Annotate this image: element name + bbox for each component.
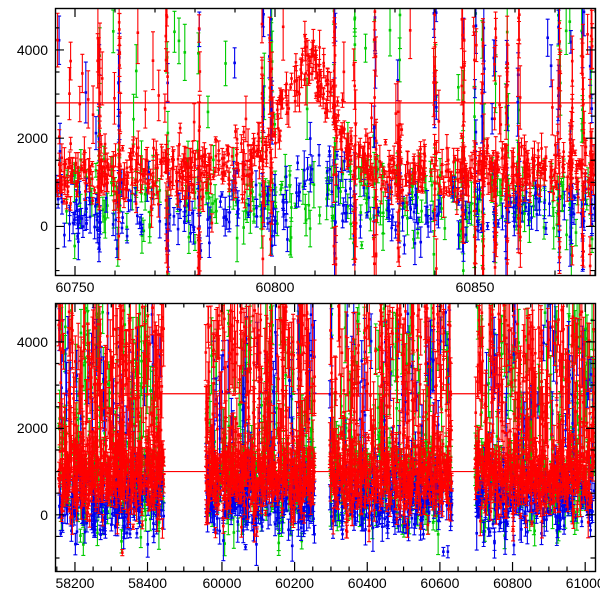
light-curves-canvas (0, 0, 600, 600)
light-curve-figure: 60750 60800 60850 0 2000 4000 58200 58400 60000 6… (0, 0, 600, 600)
